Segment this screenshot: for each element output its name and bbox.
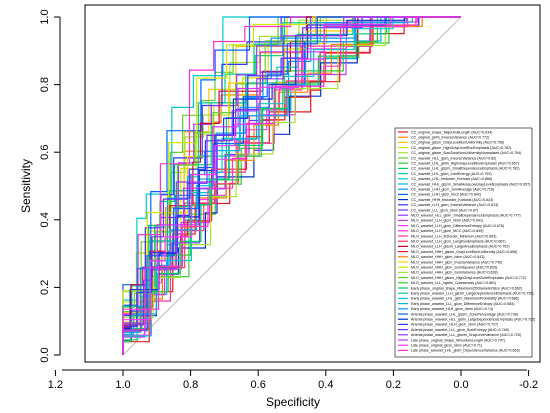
- roc-curve: [122, 16, 461, 355]
- legend-entry: MLO_wavelet_HHH_glszm_HighGrayLevelZoneE…: [411, 276, 526, 280]
- legend-entry: CC_wavelet_LHL_glcm_JointEnergy (AUC=0.7…: [411, 172, 492, 176]
- legend-entry: Early phase_wavelet_LLH_glszm_LargeDepen…: [411, 292, 534, 296]
- x-tick-label: 1.2: [48, 379, 63, 391]
- legend-entry: CC_original_shape_MajorAxisLength (AUC=0…: [411, 130, 492, 134]
- legend: CC_original_shape_MajorAxisLength (AUC=0…: [394, 127, 535, 358]
- legend-entry: CC_wavelet_HHH_firstorder_Kurtosis (AUC=…: [411, 198, 493, 202]
- legend-entry: Arterial phase_wavelet_LLL_glszm_GrayLev…: [411, 333, 521, 337]
- plot-frame: [84, 4, 541, 363]
- x-axis-title: Specificity: [266, 395, 320, 409]
- legend-entry: CC_wavelet_LHH_glcm_JointAverage (AUC=0.…: [411, 188, 494, 192]
- x-tick-label: 0.2: [386, 379, 401, 391]
- legend-entry: MLO_wavelet_LLH_glcm_DifferenceEntropy (…: [411, 224, 504, 228]
- legend-entry: MLO_wavelet_LLH_glcm_Idmn (AUC=0.641): [411, 219, 483, 223]
- y-tick-label: 0.4: [39, 212, 51, 227]
- legend-entry: Late phase_original_shape_MinorAxisLengt…: [411, 338, 505, 342]
- legend-entry: Arterial phase_wavelet_HLL_gldm_LargeDep…: [411, 318, 535, 322]
- reference-diagonal: [122, 16, 462, 356]
- legend-entry: Late phase_original_glcm_Idmn (AUC=0.71): [411, 344, 482, 348]
- x-tick-label: 0.0: [453, 379, 468, 391]
- y-axis: 0.0 0.2 0.4 0.6 0.8 1.0: [39, 9, 61, 363]
- x-tick-label: 0.8: [183, 379, 198, 391]
- legend-entry: MLO_wavelet_HLL_gldm_SmallDependenceEmph…: [411, 214, 521, 218]
- legend-entry: Early phase_wavelet_LHL_glcm_MaximumProb…: [411, 297, 519, 301]
- legend-entry: MLO_wavelet_LLL_ngtdm_Coarseness (AUC=0.…: [411, 281, 496, 285]
- roc-curve: [122, 16, 461, 355]
- legend-entry: Early phase_wavelet_HLH_glcm_Idmn (AUC=0…: [411, 307, 493, 311]
- legend-entry: CC_original_glszm_GrayLevelNonUniformity…: [411, 141, 504, 145]
- legend-entry: Early phase_original_shape_Maximum2DDiam…: [411, 286, 522, 290]
- legend-entry: CC_wavelet_LHL_firstorder_Kurtosis (AUC=…: [411, 177, 492, 181]
- legend-entry: MLO_wavelet_LLH_glcm_MCC (AUC=0.849): [411, 229, 483, 233]
- legend-entry: Arterial phase_wavelet_HLH_glcm_Idmn (AU…: [411, 323, 498, 327]
- legend-entry: MLO_wavelet_LLH_firstorder_Minimum (AUC=…: [411, 234, 496, 238]
- roc-curve: [122, 16, 461, 355]
- legend-entry: Arterial phase_wavelet_LHL_glszm_ZonePer…: [411, 312, 518, 316]
- legend-entry: CC_wavelet_HHL_glszm_SmallAreaLowGrayLev…: [411, 182, 530, 186]
- y-tick-label: 0.8: [39, 77, 51, 92]
- legend-entry: CC_wavelet_LHH_glcm_Imc2 (AUC=0.842): [411, 193, 481, 197]
- legend-entry: CC_original_glszm_SizeZoneNonUniformityN…: [411, 151, 521, 155]
- legend-entry: MLO_wavelet_HHH_glcm_InverseVariance (AU…: [411, 260, 502, 264]
- x-tick-label: -0.2: [519, 379, 538, 391]
- roc-curve: [122, 16, 461, 355]
- x-axis: 1.2 1.0 0.8 0.6 0.4 0.2 0.0 -0.2: [48, 369, 538, 391]
- y-axis-title: Sensitivity: [19, 159, 33, 213]
- legend-entry: MLO_wavelet_HHH_glszm_GrayLevelNonUnifor…: [411, 250, 517, 254]
- legend-entry: MLO_wavelet_LLH_glcm_LongRunEmphasis (AU…: [411, 240, 506, 244]
- legend-entry: Arterial phase_wavelet_LLL_glcm_SumEntro…: [411, 328, 509, 332]
- roc-curves: [122, 16, 461, 355]
- x-tick-label: 0.4: [318, 379, 333, 391]
- legend-entry: CC_wavelet_LHL_glrlm_HighGrayLevelRunEmp…: [411, 162, 519, 166]
- legend-entry: MLO_wavelet_LLH_glszm_LargeAreaEmphasis …: [411, 245, 510, 249]
- legend-entry: CC_wavelet_LLH_glcm_InverseVariance (AUC…: [411, 203, 498, 207]
- plot-border: [84, 4, 541, 363]
- legend-entry: CC_original_glrlm_InverseVariance (AUC=0…: [411, 136, 489, 140]
- y-tick-label: 0.0: [39, 347, 51, 362]
- x-tick-label: 0.6: [251, 379, 266, 391]
- roc-curve: [122, 16, 461, 355]
- legend-entry: CC_wavelet_LHL_glszm_SmallDependenceEmph…: [411, 167, 520, 171]
- legend-entry: CC_wavelet_HLL_glcm_InverseVariance (AUC…: [411, 156, 496, 160]
- legend-entry: CC_wavelet_LLL_glcm_Idmn (AUC=0.67): [411, 208, 478, 212]
- legend-entry: MLO_wavelet_HHH_glcm_Idmn (AUC=0.643): [411, 255, 484, 259]
- legend-box: [394, 127, 533, 358]
- roc-curve: [122, 16, 461, 355]
- y-tick-label: 0.2: [39, 280, 51, 295]
- y-tick-label: 0.6: [39, 145, 51, 160]
- legend-entry: Late phase_wavelet_LHL_gldm_DependenceVa…: [411, 349, 520, 353]
- reference-line: [122, 16, 462, 356]
- legend-entry: MLO_wavelet_HHH_glcm_SumSquares (AUC=0.8…: [411, 266, 497, 270]
- y-tick-label: 1.0: [39, 9, 51, 24]
- x-tick-label: 1.0: [115, 379, 130, 391]
- legend-entry: MLO_wavelet_HHH_glcm_SumVariance (AUC=0.…: [411, 271, 498, 275]
- legend-entry: CC_original_glszm_HighGrayLevelRunEmphas…: [411, 146, 511, 150]
- legend-entry: Early phase_wavelet_LLL_glcm_DifferenceE…: [411, 302, 515, 306]
- roc-curve: [122, 16, 461, 355]
